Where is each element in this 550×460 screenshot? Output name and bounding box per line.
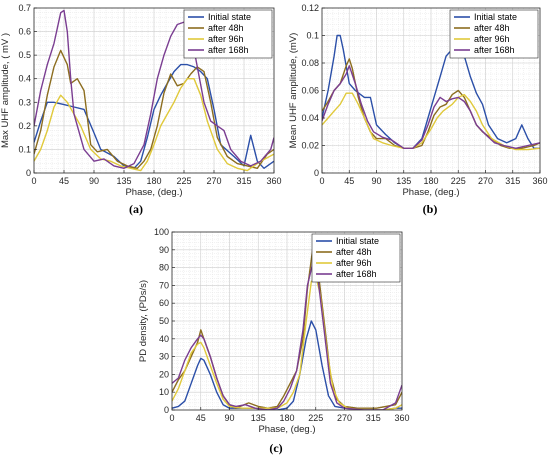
legend-label: after 168h [474,45,515,55]
y-tick-label: 0.02 [301,141,319,151]
legend-label: Initial state [208,12,251,22]
series-line-3 [172,275,402,410]
x-tick-label: 90 [89,176,99,186]
panel-caption: (c) [269,441,282,455]
x-tick-label: 180 [279,413,294,423]
series-line-4 [34,9,274,169]
x-axis-label: Phase, (deg.) [258,424,315,435]
x-tick-label: 270 [478,176,493,186]
y-tick-label: 20 [159,369,169,379]
y-tick-label: 100 [154,227,169,237]
x-tick-label: 225 [176,176,191,186]
legend-label: after 168h [336,269,377,279]
y-tick-label: 0.1 [18,144,31,154]
panel-caption: (b) [423,202,438,216]
panel-caption: (a) [129,202,143,216]
x-tick-label: 270 [337,413,352,423]
y-tick-label: 0 [164,405,169,415]
x-tick-label: 270 [206,176,221,186]
series-line-2 [172,249,402,409]
y-tick-label: 90 [159,245,169,255]
legend-label: after 168h [208,45,249,55]
series-line-4 [322,65,540,149]
x-tick-label: 90 [224,413,234,423]
y-tick-label: 0.04 [301,113,319,123]
legend-label: after 48h [474,23,510,33]
x-tick-label: 135 [116,176,131,186]
y-tick-label: 0.2 [18,121,31,131]
y-tick-label: 0.1 [306,31,319,41]
chart-panel-2: 0 45 90 135 180 225 270 315 360 0 0.02 0.04 0.06 0.08… [288,3,548,216]
legend-label: after 96h [208,34,244,44]
y-tick-label: 40 [159,334,169,344]
y-tick-label: 0.12 [301,3,319,13]
y-tick-label: 0.3 [18,97,31,107]
y-tick-label: 60 [159,298,169,308]
x-tick-label: 315 [366,413,381,423]
x-axis-label: Phase, (deg.) [402,187,459,198]
x-tick-label: 90 [371,176,381,186]
y-tick-label: 0.06 [301,86,319,96]
x-tick-label: 135 [251,413,266,423]
y-tick-label: 0 [314,168,319,178]
x-tick-label: 180 [423,176,438,186]
x-tick-label: 315 [505,176,520,186]
x-tick-label: 45 [196,413,206,423]
series-line-4 [172,263,402,410]
legend-label: after 48h [208,23,244,33]
series-line-1 [172,320,402,410]
legend-label: Initial state [336,236,379,246]
series-line-3 [322,92,540,151]
x-tick-label: 180 [146,176,161,186]
x-tick-label: 360 [532,176,547,186]
x-tick-label: 0 [169,413,174,423]
y-axis-label: PD density, (PDs/s) [138,280,149,362]
y-tick-label: 0.5 [18,50,31,60]
chart-panel-3: 0 45 90 135 180 225 270 315 360 0 10 20 30 40 50 60 70 80… [138,227,410,455]
x-tick-label: 225 [308,413,323,423]
y-tick-label: 0.7 [18,3,31,13]
y-tick-label: 10 [159,387,169,397]
y-tick-label: 0.4 [18,74,31,84]
y-tick-label: 30 [159,352,169,362]
legend-label: Initial state [474,12,517,22]
chart-panel-1: 0 45 90 135 180 225 270 315 360 0 0.1 0.2 0.3 0.4 0.5 0… [0,3,282,216]
x-tick-label: 0 [319,176,324,186]
x-tick-label: 360 [266,176,281,186]
x-tick-label: 45 [344,176,354,186]
x-tick-label: 360 [394,413,409,423]
legend-box [311,233,401,283]
series-line-3 [34,78,274,172]
y-tick-label: 0 [26,168,31,178]
y-tick-label: 0.08 [301,58,319,68]
x-tick-label: 135 [396,176,411,186]
y-axis-label: Max UHF amplitude, ( mV ) [0,33,11,148]
x-tick-label: 315 [236,176,251,186]
y-tick-label: 70 [159,280,169,290]
legend-label: after 96h [474,34,510,44]
legend-label: after 48h [336,247,372,257]
x-tick-label: 45 [59,176,69,186]
x-axis-label: Phase, (deg.) [125,187,182,198]
legend-label: after 96h [336,258,372,268]
y-axis-label: Mean UHF amplitude, (mV) [288,33,299,149]
series-line-2 [34,49,274,169]
y-tick-label: 80 [159,263,169,273]
x-tick-label: 0 [31,176,36,186]
x-tick-label: 225 [451,176,466,186]
y-tick-label: 50 [159,316,169,326]
y-tick-label: 0.6 [18,27,31,37]
